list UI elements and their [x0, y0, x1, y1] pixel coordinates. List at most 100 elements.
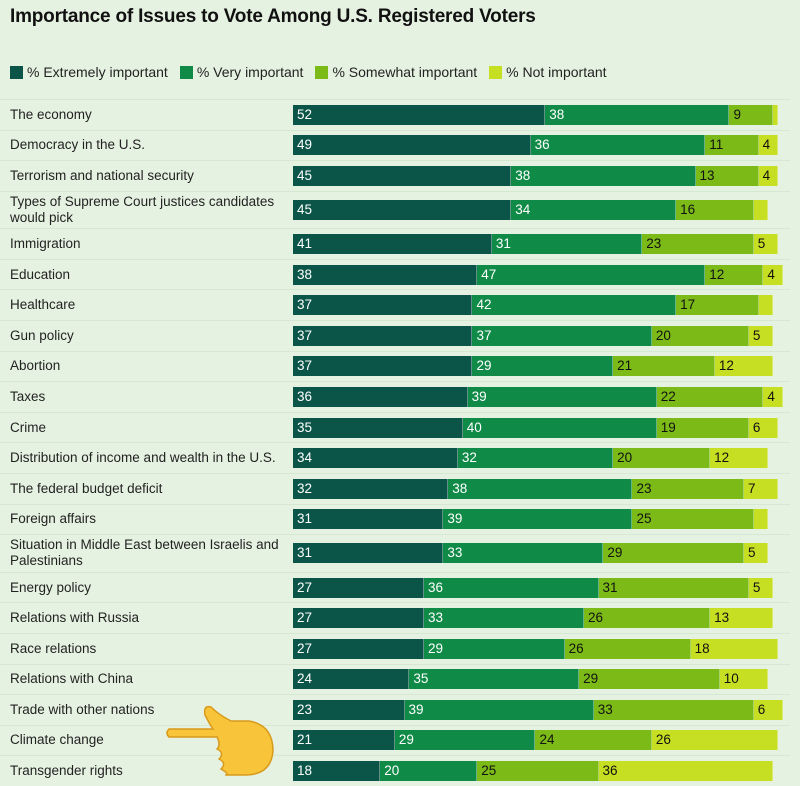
bar-segment-extremely-important: 35	[293, 417, 463, 438]
category-label: Trade with other nations	[10, 701, 155, 717]
bar-row: Foreign affairs 31 39 25	[0, 503, 790, 535]
bar-segment-very-important: 39	[404, 699, 594, 720]
legend-swatch	[315, 65, 329, 79]
bar-row: Education 38 47 12 4	[0, 258, 790, 290]
bar-segment-very-important: 29	[423, 638, 565, 659]
legend: % Extremely important % Very important % S…	[10, 64, 607, 80]
bar-segment-not-important: 13	[710, 608, 774, 629]
chart-title: Importance of Issues to Vote Among U.S. …	[10, 6, 536, 27]
category-label: Energy policy	[10, 579, 92, 595]
stacked-bar: 37 42 17	[293, 295, 774, 316]
category-label: Relations with Russia	[10, 610, 140, 626]
bar-row: Terrorism and national security 45 38 13 4	[0, 160, 790, 191]
bar-segment-extremely-important: 23	[293, 699, 405, 720]
legend-label: % Somewhat important	[332, 64, 478, 80]
bar-row: Healthcare 37 42 17	[0, 289, 790, 320]
stacked-bar: 24 35 29 10	[293, 669, 769, 690]
bar-segment-extremely-important: 37	[293, 325, 473, 346]
bar-segment-not-important	[753, 509, 769, 530]
stacked-bar: 31 39 25	[293, 509, 769, 530]
bar-row: Climate change 21 29 24 26	[0, 724, 790, 756]
bar-segment-extremely-important: 49	[293, 135, 531, 156]
bar-row: Race relations 27 29 26 18	[0, 632, 790, 664]
category-label: Transgender rights	[10, 763, 123, 779]
bar-row: Relations with China 24 35 29 10	[0, 663, 790, 695]
category-label: The federal budget deficit	[10, 480, 163, 496]
category-label: Education	[10, 266, 71, 282]
stacked-bar: 32 38 23 7	[293, 478, 778, 499]
bar-segment-extremely-important: 31	[293, 509, 444, 530]
bar-segment-not-important: 5	[753, 234, 778, 255]
bar-row: Crime 35 40 19 6	[0, 411, 790, 443]
bar-segment-extremely-important: 18	[293, 761, 381, 782]
legend-item: % Very important	[179, 64, 304, 80]
bar-segment-not-important: 36	[598, 761, 774, 782]
legend-label: % Very important	[196, 64, 304, 80]
bar-segment-very-important: 31	[491, 234, 643, 255]
category-label: Race relations	[10, 640, 97, 656]
bar-segment-somewhat-important: 33	[593, 699, 754, 720]
bar-row: Distribution of income and wealth in the…	[0, 442, 790, 473]
bar-row: Immigration 41 31 23 5	[0, 228, 790, 259]
bar-row: Types of Supreme Court justices candidat…	[0, 190, 790, 229]
bar-segment-somewhat-important: 25	[477, 761, 599, 782]
bar-segment-not-important	[773, 104, 778, 125]
category-label: Immigration	[10, 236, 81, 252]
legend-label: % Extremely important	[27, 64, 168, 80]
bar-segment-very-important: 36	[530, 135, 706, 156]
bar-segment-very-important: 33	[423, 608, 584, 629]
stacked-bar: 41 31 23 5	[293, 234, 778, 255]
bar-segment-not-important: 5	[748, 325, 774, 346]
bar-segment-not-important: 4	[758, 165, 778, 186]
bar-segment-not-important: 6	[753, 699, 783, 720]
bar-segment-somewhat-important: 29	[603, 543, 745, 564]
category-label: Gun policy	[10, 327, 74, 343]
legend-swatch	[489, 65, 503, 79]
bar-segment-extremely-important: 37	[293, 356, 473, 377]
stacked-bar: 49 36 11 4	[293, 135, 778, 156]
legend-label: % Not important	[506, 64, 607, 80]
category-label: Healthcare	[10, 297, 76, 313]
bar-row: Gun policy 37 37 20 5	[0, 320, 790, 351]
bar-segment-extremely-important: 27	[293, 638, 424, 659]
bar-segment-somewhat-important: 23	[632, 478, 745, 499]
bar-segment-somewhat-important: 12	[705, 264, 764, 285]
category-label: Democracy in the U.S.	[10, 137, 146, 153]
bar-segment-somewhat-important: 25	[632, 509, 754, 530]
bar-segment-somewhat-important: 11	[705, 135, 759, 156]
bar-segment-not-important: 4	[763, 264, 783, 285]
pointing-hand-icon	[166, 705, 274, 776]
stacked-bar: 38 47 12 4	[293, 264, 783, 285]
category-label: Terrorism and national security	[10, 167, 194, 183]
bar-segment-somewhat-important: 16	[676, 200, 754, 221]
stacked-bar: 34 32 20 12	[293, 448, 769, 469]
bar-segment-very-important: 40	[462, 417, 657, 438]
legend-swatch	[179, 65, 193, 79]
stacked-bar: 37 37 20 5	[293, 325, 774, 346]
bar-segment-very-important: 34	[511, 200, 677, 221]
category-label: Foreign affairs	[10, 511, 97, 527]
bar-segment-extremely-important: 21	[293, 730, 395, 751]
bar-row: Energy policy 27 36 31 5	[0, 571, 790, 603]
bar-segment-not-important: 10	[719, 669, 769, 690]
bar-segment-extremely-important: 52	[293, 104, 546, 125]
bar-segment-not-important: 12	[714, 356, 774, 377]
category-label: Types of Supreme Court justices candidat…	[10, 194, 275, 226]
bar-segment-not-important: 4	[763, 387, 783, 408]
bar-segment-very-important: 29	[472, 356, 614, 377]
bar-row: Transgender rights 18 20 25 36	[0, 755, 790, 786]
bar-segment-very-important: 42	[472, 295, 677, 316]
bar-segment-very-important: 39	[467, 387, 657, 408]
bar-segment-not-important	[753, 200, 769, 221]
bar-segment-very-important: 20	[380, 761, 478, 782]
bar-segment-somewhat-important: 29	[579, 669, 720, 690]
bar-segment-somewhat-important: 22	[656, 387, 764, 408]
legend-swatch	[10, 65, 23, 79]
bar-segment-somewhat-important: 26	[583, 608, 711, 629]
bar-segment-somewhat-important: 26	[564, 638, 691, 659]
bar-segment-very-important: 29	[394, 730, 536, 751]
bar-segment-extremely-important: 41	[293, 234, 492, 255]
bar-segment-very-important: 33	[443, 543, 604, 564]
chart-rows: The economy 52 38 9 Democracy in the U.S. 49 3…	[0, 99, 790, 786]
bar-segment-somewhat-important: 13	[695, 165, 759, 186]
